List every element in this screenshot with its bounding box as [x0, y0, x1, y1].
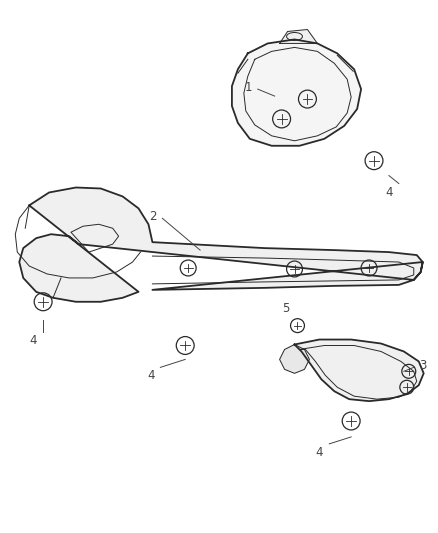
Polygon shape: [232, 39, 361, 146]
Text: 5: 5: [282, 302, 290, 314]
Text: 1: 1: [244, 80, 252, 94]
Text: 2: 2: [149, 210, 156, 223]
Text: 3: 3: [419, 359, 426, 372]
Polygon shape: [19, 188, 423, 302]
Polygon shape: [294, 340, 424, 401]
Text: 4: 4: [385, 185, 393, 198]
Text: 4: 4: [147, 369, 155, 382]
Polygon shape: [279, 29, 318, 43]
Polygon shape: [279, 344, 309, 373]
Text: 4: 4: [316, 446, 323, 459]
Text: 4: 4: [30, 334, 37, 346]
